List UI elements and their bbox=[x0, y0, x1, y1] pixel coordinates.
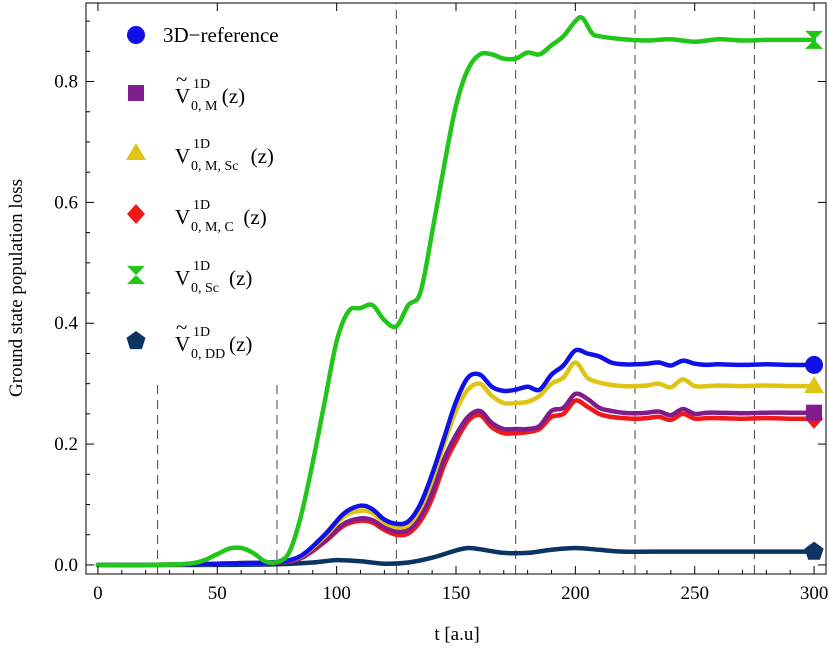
legend-label-4: V 1D 0, Sc (z) bbox=[175, 259, 252, 296]
y-tick-label: 0.2 bbox=[54, 434, 78, 455]
legend-marker-1 bbox=[128, 85, 144, 101]
legend-marker-3 bbox=[127, 204, 145, 224]
series-line-1 bbox=[95, 391, 817, 568]
series-end-marker-4 bbox=[805, 30, 824, 49]
series-line-3 bbox=[95, 398, 817, 568]
x-axis-title: t [a.u] bbox=[434, 624, 479, 645]
legend-label-5: V 1D 0, DD (z) bbox=[175, 325, 252, 362]
legend-tilde-5: ~ bbox=[176, 315, 187, 339]
series-end-marker-2 bbox=[804, 376, 825, 394]
series-line-0 bbox=[95, 347, 817, 568]
x-tick-label: 300 bbox=[800, 583, 829, 604]
x-tick-label: 150 bbox=[442, 583, 471, 604]
x-tick-label: 0 bbox=[93, 583, 103, 604]
tick-labels: 0 50 100 150 200 250 300 0.0 0.2 0.4 0.6 0.8 bbox=[54, 72, 828, 604]
legend-label-3: V 1D 0, M, C (z) bbox=[175, 198, 267, 235]
legend-label-0: 3D−reference bbox=[163, 23, 279, 47]
y-axis-title: Ground state population loss bbox=[6, 179, 27, 397]
x-tick-label: 250 bbox=[680, 583, 709, 604]
series-line-4 bbox=[95, 15, 817, 568]
x-tick-label: 50 bbox=[208, 583, 227, 604]
legend-label-1: V 1D 0, M (z) bbox=[175, 77, 245, 114]
dashed-reference-lines bbox=[157, 3, 755, 574]
y-tick-label: 0.0 bbox=[54, 555, 78, 576]
x-tick-label: 200 bbox=[561, 583, 590, 604]
series-curves bbox=[95, 15, 817, 568]
legend-marker-0 bbox=[127, 26, 145, 44]
legend-marker-4 bbox=[127, 266, 145, 284]
series-line-5 bbox=[95, 545, 817, 568]
series-end-marker-5 bbox=[804, 541, 824, 560]
series-end-markers bbox=[804, 30, 825, 560]
series-line-2 bbox=[95, 360, 817, 568]
x-tick-label: 100 bbox=[322, 583, 351, 604]
y-tick-label: 0.4 bbox=[54, 313, 78, 334]
series-end-marker-0 bbox=[805, 355, 824, 374]
legend-label-2: V 1D 0, M, Sc (z) bbox=[175, 137, 274, 174]
legend-marker-5 bbox=[126, 331, 146, 350]
axis-ticks bbox=[86, 3, 826, 574]
y-tick-label: 0.6 bbox=[54, 192, 78, 213]
legend-marker-2 bbox=[126, 143, 146, 160]
series-end-marker-1 bbox=[806, 404, 823, 421]
legend-tilde-1: ~ bbox=[176, 67, 187, 91]
y-tick-label: 0.8 bbox=[54, 72, 78, 93]
